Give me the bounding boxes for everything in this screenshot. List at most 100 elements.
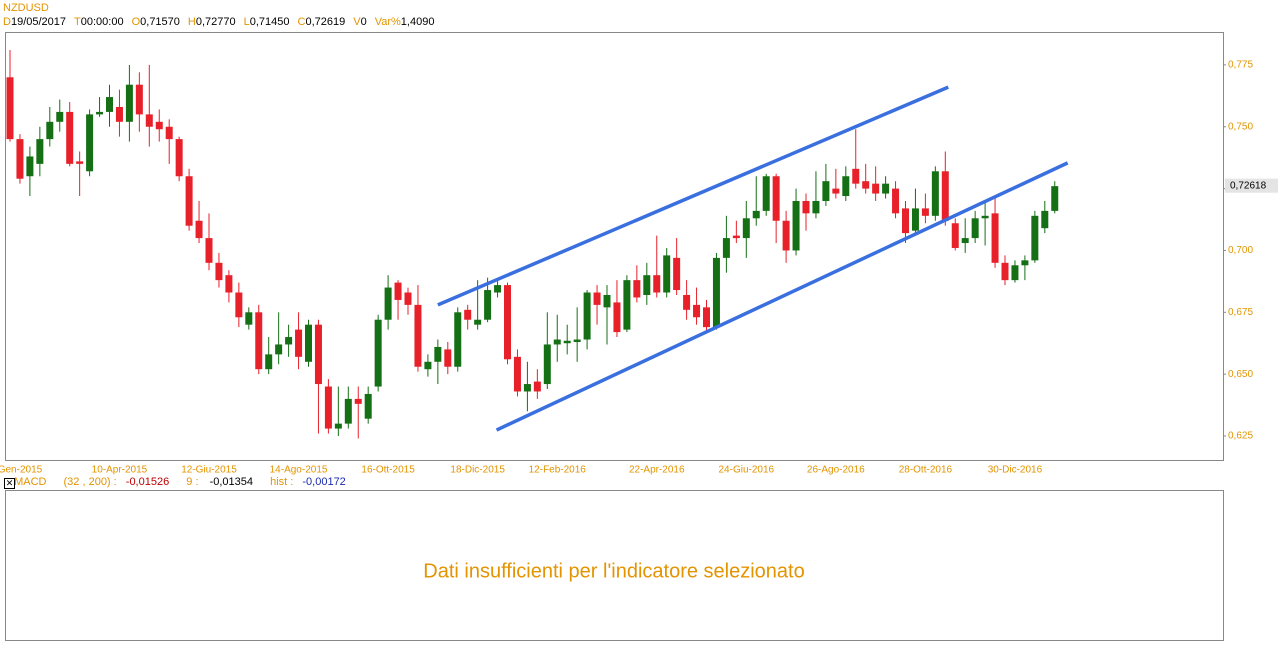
candle-body — [553, 339, 561, 345]
candle-body — [125, 84, 133, 122]
symbol-name: NZDUSD — [3, 2, 49, 14]
candle-body — [732, 235, 740, 239]
candle-body — [295, 329, 303, 357]
candle-body — [324, 386, 332, 429]
candle-body — [205, 238, 213, 263]
candle-body — [593, 292, 601, 305]
candle-body — [882, 183, 890, 194]
candle-body — [663, 255, 671, 293]
x-tick-label: Gen-2015 — [0, 465, 43, 476]
candle-body — [693, 304, 701, 318]
x-tick-label: 30-Dic-2016 — [988, 465, 1043, 476]
candle-body — [86, 114, 94, 172]
candle-body — [653, 275, 661, 293]
candle-body — [583, 292, 591, 340]
x-tick-label: 28-Ott-2016 — [899, 465, 953, 476]
candle-body — [474, 319, 482, 325]
candle-body — [643, 275, 651, 295]
info-key: V — [353, 16, 361, 28]
candle-body — [195, 220, 203, 239]
candle-body — [852, 168, 860, 184]
x-tick-label: 26-Ago-2016 — [807, 465, 865, 476]
candle-body — [931, 171, 939, 216]
candle-body — [1031, 215, 1039, 261]
candle-body — [862, 181, 870, 189]
candle-body — [155, 121, 163, 130]
info-value: 0,71570 — [140, 16, 180, 28]
candle-body — [245, 312, 253, 325]
last-price-box — [1225, 178, 1278, 193]
candle-body — [921, 208, 929, 216]
info-value: 0 — [360, 16, 367, 28]
candle-body — [344, 398, 352, 424]
candle-body — [424, 361, 432, 370]
hist-value: -0,00172 — [302, 476, 346, 488]
y-tick-label: 0,750 — [1228, 121, 1253, 132]
candle-body — [683, 294, 691, 310]
candle-body — [404, 292, 412, 305]
x-tick-label: 12-Giu-2015 — [181, 465, 237, 476]
candle-body — [523, 384, 531, 392]
x-tick-label: 16-Ott-2015 — [361, 465, 415, 476]
info-key: L — [243, 16, 250, 28]
hist-label: hist : — [270, 476, 294, 488]
close-box[interactable]: ✕ — [4, 478, 15, 489]
indicator-panel — [5, 490, 1224, 641]
candle-body — [364, 393, 372, 419]
candle-body — [513, 356, 521, 392]
candle-body — [434, 346, 442, 362]
info-value: 0,72770 — [195, 16, 236, 28]
candle-body — [165, 126, 173, 140]
candle-body — [414, 304, 422, 367]
indicator-value: -0,01526 — [125, 476, 170, 488]
candle-body — [384, 287, 392, 320]
candle-body — [46, 121, 54, 140]
signal-label: 9 : — [186, 476, 199, 488]
candle-body — [135, 84, 143, 115]
candle-body — [215, 262, 223, 281]
info-value: 0,72619 — [305, 16, 346, 28]
candle-body — [145, 114, 153, 127]
candle-body — [504, 285, 511, 360]
candle-body — [26, 156, 34, 177]
x-tick-label: 18-Dic-2015 — [450, 465, 505, 476]
info-key: H — [187, 16, 196, 28]
info-value: 0,71450 — [249, 16, 290, 28]
candle-body — [185, 176, 193, 226]
indicator-params: (32 , 200) : — [63, 476, 117, 488]
info-key: C — [297, 16, 306, 28]
x-tick-label: 10-Apr-2015 — [92, 465, 148, 476]
candle-body — [772, 176, 780, 221]
candle-body — [812, 200, 820, 214]
candle-body — [1011, 265, 1019, 281]
candle-body — [981, 215, 989, 219]
x-tick-label: 24-Giu-2016 — [719, 465, 775, 476]
candle-body — [305, 324, 312, 362]
y-tick-label: 0,700 — [1228, 245, 1253, 256]
y-tick-label: 0,650 — [1228, 369, 1253, 380]
trendline — [495, 161, 1069, 432]
candle-body — [1051, 186, 1059, 211]
candle-body — [872, 183, 880, 194]
candle-body — [563, 340, 571, 344]
candle-body — [334, 423, 342, 429]
candle-body — [454, 312, 462, 367]
candle-body — [762, 176, 770, 211]
candle-body — [175, 139, 183, 177]
indicator-message: Dati insufficienti per l'indicatore sele… — [423, 560, 804, 582]
candle-body — [673, 257, 681, 291]
info-bar: D19/05/2017 T00:00:00 O0,71570 H0,72770 L0,7… — [3, 16, 442, 28]
candle-body — [712, 257, 720, 328]
candle-body — [1001, 262, 1009, 281]
candle-body — [225, 275, 233, 293]
candle-body — [36, 139, 44, 164]
y-tick-label: 0,625 — [1228, 431, 1253, 442]
info-value: 19/05/2017 — [10, 16, 67, 28]
candle-body — [533, 381, 541, 392]
candle-body — [703, 307, 710, 328]
candle-body — [991, 213, 999, 263]
candle-body — [951, 223, 959, 248]
x-tick-label: 22-Apr-2016 — [629, 465, 685, 476]
